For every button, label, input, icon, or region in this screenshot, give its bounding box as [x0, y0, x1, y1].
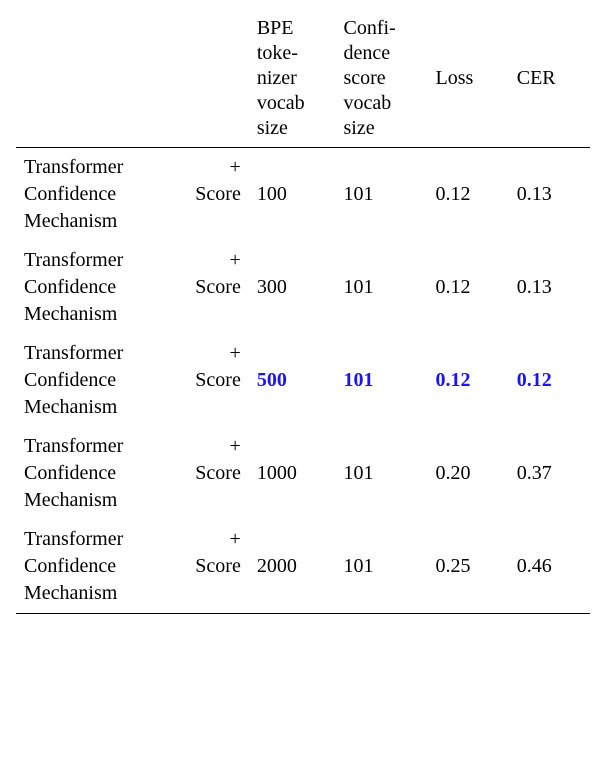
- model-line1: Transformer +: [24, 247, 241, 274]
- model-line-rest: Confidence Score Mechanism: [24, 276, 241, 325]
- model-line1: Transformer +: [24, 340, 241, 367]
- cell-bpe: 300: [249, 241, 336, 334]
- model-line1: Transformer +: [24, 154, 241, 181]
- table-container: BPE toke­nizer vocab size Confi­dence sc…: [0, 0, 606, 634]
- table-row: Transformer +Confidence Score Mechanism5…: [16, 334, 590, 427]
- model-line-rest: Confidence Score Mechanism: [24, 369, 241, 418]
- col-header-model: [16, 14, 249, 148]
- col-header-conf: Confi­dence score vocab size: [335, 14, 427, 148]
- cell-loss: 0.12: [428, 148, 509, 242]
- cell-cer: 0.13: [509, 148, 590, 242]
- table-row: Transformer +Confidence Score Mechanism1…: [16, 148, 590, 242]
- cell-conf: 101: [335, 334, 427, 427]
- col-header-loss: Loss: [428, 14, 509, 148]
- cell-model: Transformer +Confidence Score Mechanism: [16, 427, 249, 520]
- cell-loss: 0.25: [428, 520, 509, 614]
- cell-conf: 101: [335, 427, 427, 520]
- table-row: Transformer +Confidence Score Mechanism2…: [16, 520, 590, 614]
- cell-cer: 0.12: [509, 334, 590, 427]
- col-header-bpe: BPE toke­nizer vocab size: [249, 14, 336, 148]
- cell-bpe: 2000: [249, 520, 336, 614]
- col-header-cer: CER: [509, 14, 590, 148]
- cell-conf: 101: [335, 241, 427, 334]
- cell-model: Transformer +Confidence Score Mechanism: [16, 241, 249, 334]
- cell-loss: 0.12: [428, 334, 509, 427]
- results-table: BPE toke­nizer vocab size Confi­dence sc…: [16, 14, 590, 614]
- cell-bpe: 500: [249, 334, 336, 427]
- cell-model: Transformer +Confidence Score Mechanism: [16, 334, 249, 427]
- cell-cer: 0.46: [509, 520, 590, 614]
- model-line-rest: Confidence Score Mechanism: [24, 183, 241, 232]
- model-line1: Transformer +: [24, 433, 241, 460]
- cell-conf: 101: [335, 148, 427, 242]
- model-line-rest: Confidence Score Mechanism: [24, 555, 241, 604]
- cell-conf: 101: [335, 520, 427, 614]
- cell-bpe: 1000: [249, 427, 336, 520]
- cell-loss: 0.20: [428, 427, 509, 520]
- cell-model: Transformer +Confidence Score Mechanism: [16, 520, 249, 614]
- cell-model: Transformer +Confidence Score Mechanism: [16, 148, 249, 242]
- table-body: Transformer +Confidence Score Mechanism1…: [16, 148, 590, 614]
- table-row: Transformer +Confidence Score Mechanism3…: [16, 241, 590, 334]
- model-line1: Transformer +: [24, 526, 241, 553]
- cell-bpe: 100: [249, 148, 336, 242]
- cell-cer: 0.13: [509, 241, 590, 334]
- table-header-row: BPE toke­nizer vocab size Confi­dence sc…: [16, 14, 590, 148]
- cell-loss: 0.12: [428, 241, 509, 334]
- cell-cer: 0.37: [509, 427, 590, 520]
- table-row: Transformer +Confidence Score Mechanism1…: [16, 427, 590, 520]
- model-line-rest: Confidence Score Mechanism: [24, 462, 241, 511]
